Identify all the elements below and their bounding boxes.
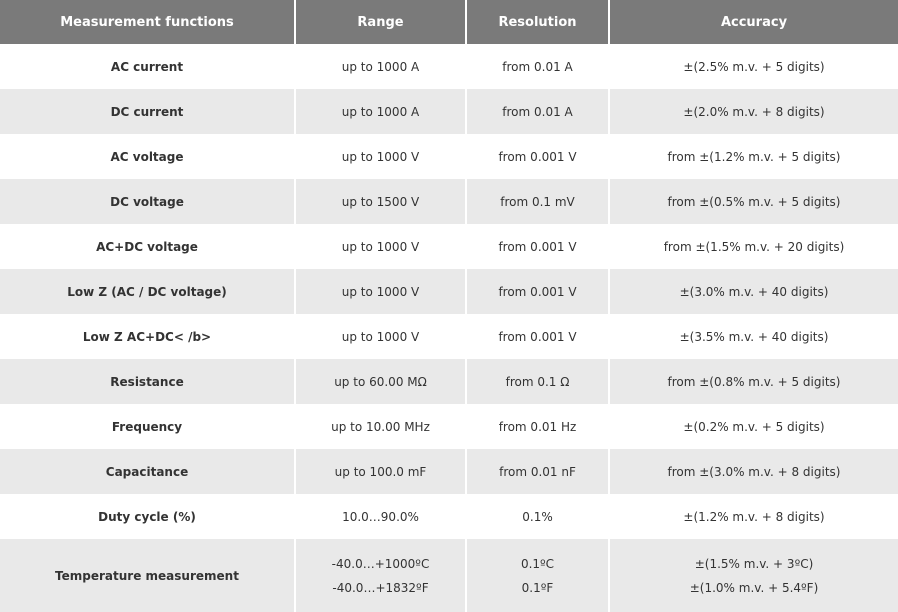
table-cell: DC current bbox=[0, 89, 295, 134]
header-row: Measurement functions Range Resolution Accu… bbox=[0, 0, 898, 44]
table-cell: from 0.01 nF bbox=[465, 449, 609, 494]
table-cell: from ±(0.5% m.v. + 5 digits) bbox=[608, 179, 898, 224]
table-cell: up to 1000 V bbox=[294, 134, 466, 179]
cell-line: ±(1.5% m.v. + 3ºC) bbox=[694, 556, 814, 571]
table-cell: 0.1ºC 0.1ºF bbox=[465, 539, 609, 612]
table-cell: 0.1% bbox=[465, 494, 609, 539]
table-cell: -40.0…+1000ºC -40.0…+1832ºF bbox=[294, 539, 466, 612]
table-cell: from ±(1.2% m.v. + 5 digits) bbox=[608, 134, 898, 179]
table-cell: Temperature measurement bbox=[0, 539, 295, 612]
header-cell: Measurement functions bbox=[0, 0, 295, 44]
table-cell: Low Z (AC / DC voltage) bbox=[0, 269, 295, 314]
table-cell: Frequency bbox=[111, 419, 183, 434]
table-cell: from 0.001 V bbox=[465, 269, 609, 314]
header-cell: Accuracy bbox=[608, 0, 898, 44]
table-cell: up to 60.00 MΩ bbox=[294, 359, 466, 404]
table-cell: from 0.01 Hz bbox=[465, 404, 609, 449]
table-cell: ±(2.5% m.v. + 5 digits) bbox=[608, 44, 898, 89]
table-cell: ±(3.5% m.v. + 40 digits) bbox=[608, 314, 898, 359]
table-cell: from 0.01 A bbox=[465, 89, 609, 134]
table-cell: from 0.1 Ω bbox=[465, 359, 609, 404]
table-cell: AC+DC voltage bbox=[96, 239, 198, 254]
table-cell: up to 10.00 MHz bbox=[294, 404, 466, 449]
table-cell: DC voltage bbox=[0, 179, 295, 224]
table-cell: AC voltage bbox=[110, 149, 184, 164]
table-row: Capacitance up to 100.0 mF from 0.01 nF fro… bbox=[0, 449, 898, 494]
cell-line: 0.1ºF bbox=[521, 580, 554, 595]
table-cell: from ±(1.5% m.v. + 20 digits) bbox=[608, 224, 898, 269]
table-cell: ±(0.2% m.v. + 5 digits) bbox=[608, 404, 898, 449]
table-cell: from 0.001 V bbox=[465, 134, 609, 179]
table-row: Temperature measurement -40.0…+1000ºC -40.… bbox=[0, 539, 898, 612]
table-cell: from ±(3.0% m.v. + 8 digits) bbox=[608, 449, 898, 494]
cell-line: -40.0…+1000ºC bbox=[331, 556, 430, 571]
table-cell: from 0.01 A bbox=[465, 44, 609, 89]
table-cell: Duty cycle (%) bbox=[98, 509, 196, 524]
table-cell: up to 1000 V bbox=[294, 224, 466, 269]
cell-line: 0.1ºC bbox=[520, 556, 555, 571]
table-cell: up to 1000 V bbox=[294, 269, 466, 314]
table-cell: ±(1.5% m.v. + 3ºC) ±(1.0% m.v. + 5.4ºF) bbox=[608, 539, 898, 612]
table-cell: up to 1500 V bbox=[294, 179, 466, 224]
table-row: Duty cycle (%) 10.0…90.0% 0.1% ±(1.2% m.v. … bbox=[0, 494, 898, 539]
table-cell: up to 1000 V bbox=[294, 314, 466, 359]
cell-line: ±(1.0% m.v. + 5.4ºF) bbox=[689, 580, 819, 595]
cell-line: -40.0…+1832ºF bbox=[332, 580, 429, 595]
table-cell: up to 1000 A bbox=[294, 89, 466, 134]
table-row: Frequency up to 10.00 MHz from 0.01 Hz ±(0.… bbox=[0, 404, 898, 449]
header-cell: Resolution bbox=[465, 0, 609, 44]
table-cell: Resistance bbox=[0, 359, 295, 404]
table-cell: Capacitance bbox=[0, 449, 295, 494]
table-cell: from 0.1 mV bbox=[465, 179, 609, 224]
table-cell: up to 1000 A bbox=[294, 44, 466, 89]
table-cell: 10.0…90.0% bbox=[294, 494, 466, 539]
header-cell: Range bbox=[294, 0, 466, 44]
table-cell: from 0.001 V bbox=[465, 224, 609, 269]
table-cell: Low Z AC+DC< /b> bbox=[82, 329, 212, 344]
table-cell: from 0.001 V bbox=[465, 314, 609, 359]
table-cell: ±(3.0% m.v. + 40 digits) bbox=[608, 269, 898, 314]
table-cell: AC current bbox=[110, 59, 184, 74]
table-cell: ±(2.0% m.v. + 8 digits) bbox=[608, 89, 898, 134]
table-cell: up to 100.0 mF bbox=[294, 449, 466, 494]
table-cell: ±(1.2% m.v. + 8 digits) bbox=[608, 494, 898, 539]
table-cell: from ±(0.8% m.v. + 5 digits) bbox=[608, 359, 898, 404]
